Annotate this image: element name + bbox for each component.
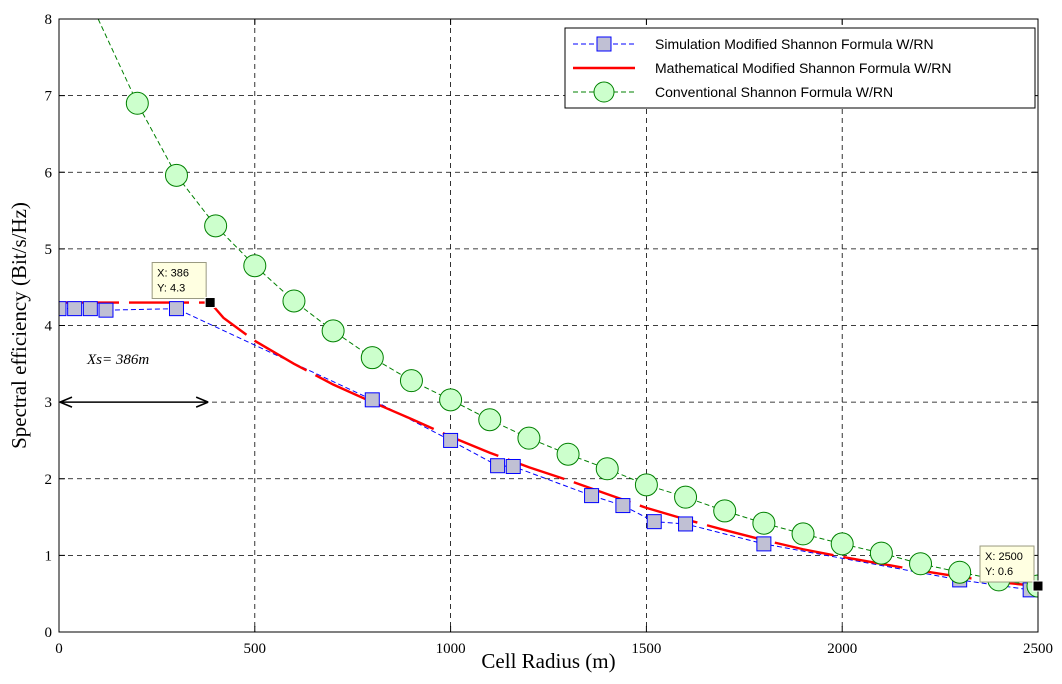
y-tick-label: 1 (45, 548, 53, 564)
data-point-square (82, 301, 98, 317)
data-point-square (646, 514, 662, 530)
y-tick-label: 0 (45, 625, 53, 641)
datatip-marker (204, 297, 216, 309)
data-point-circle (634, 473, 658, 497)
data-point-square (59, 301, 67, 317)
grid-lines (59, 19, 1038, 632)
y-tick-label: 8 (45, 12, 53, 28)
data-point-square (98, 302, 114, 318)
data-point-circle (282, 289, 306, 313)
legend-marker-square (596, 36, 612, 52)
data-point-circle (909, 552, 933, 576)
arrow-head-left (59, 396, 73, 408)
x-tick-label: 2000 (827, 641, 857, 657)
legend-box (564, 27, 1036, 109)
datatip-y-label: Y: 0.6 (985, 566, 1013, 578)
x-axis-title: Cell Radius (m) (481, 649, 615, 673)
legend-label-3: Conventional Shannon Formula W/RN (655, 84, 893, 100)
data-point-square (678, 516, 694, 532)
y-tick-label: 2 (45, 472, 53, 488)
data-point-square (584, 488, 600, 504)
series-line-1 (59, 308, 1031, 591)
data-point-circle (243, 254, 267, 278)
data-point-square (615, 498, 631, 514)
y-tick-label: 6 (45, 165, 53, 181)
legend: Simulation Modified Shannon Formula W/RN… (564, 27, 1036, 109)
data-point-circle (321, 319, 345, 343)
y-tick-label: 3 (45, 395, 53, 411)
x-tick-label: 2500 (1023, 641, 1053, 657)
datatip-x-label: X: 2500 (985, 551, 1023, 563)
data-point-circle (125, 91, 149, 115)
data-point-circle (791, 522, 815, 546)
datatip-y-label: Y: 4.3 (157, 283, 185, 295)
data-point-square (756, 536, 772, 552)
data-point-square (443, 432, 459, 448)
data-point-circle (399, 369, 423, 393)
y-axis-title: Spectral efficiency (Bit/s/Hz) (7, 202, 31, 449)
data-point-circle (830, 532, 854, 556)
data-point-circle (478, 408, 502, 432)
y-tick-label: 4 (45, 319, 53, 335)
data-point-circle (360, 346, 384, 370)
data-point-circle (674, 485, 698, 509)
data-point-circle (517, 426, 541, 450)
data-point-square (67, 301, 83, 317)
xs-annotation-text: Xs= 386m (86, 352, 149, 368)
x-tick-label: 1500 (631, 641, 661, 657)
series-line-2 (59, 301, 1038, 588)
legend-label-2: Mathematical Modified Shannon Formula W/… (655, 60, 951, 76)
data-point-circle (713, 499, 737, 523)
x-tick-label: 500 (244, 641, 267, 657)
data-point-circle (556, 442, 580, 466)
datatip-box (979, 545, 1035, 583)
data-point-square (505, 458, 521, 474)
datatip-box (151, 262, 207, 300)
arrow-head-right (195, 396, 209, 408)
x-tick-label: 1000 (436, 641, 466, 657)
data-point-circle (439, 388, 463, 412)
axis-ticks: 0 500 1000 1500 2000 2500 0 1 2 3 4 5 6 7 8 (45, 12, 1054, 657)
y-tick-label: 5 (45, 242, 53, 258)
data-point-square (168, 301, 184, 317)
data-point-circle (869, 541, 893, 565)
legend-marker-circle (593, 81, 615, 103)
data-point-circle (164, 163, 188, 187)
legend-label-1: Simulation Modified Shannon Formula W/RN (655, 36, 934, 52)
data-point-square (364, 392, 380, 408)
x-tick-label: 0 (55, 641, 63, 657)
datatip-x-label: X: 386 (157, 268, 189, 280)
y-tick-label: 7 (45, 89, 53, 105)
data-point-square (490, 458, 506, 474)
datatips: X: 386 Y: 4.3 X: 2500 Y: 0.6 (151, 262, 1044, 592)
annotation-layer: Xs= 386m (59, 352, 209, 408)
data-point-circle (204, 214, 228, 238)
datatip-marker (1032, 580, 1044, 592)
data-point-circle (948, 560, 972, 584)
data-point-circle (595, 457, 619, 481)
data-point-circle (752, 511, 776, 535)
